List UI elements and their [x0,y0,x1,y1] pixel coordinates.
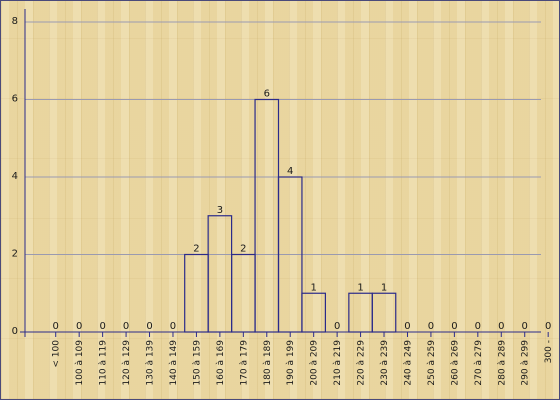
bar-value-label: 0 [428,321,434,332]
bar-value-label: 0 [123,321,129,332]
bar-value-label: 0 [334,321,340,332]
bar-value-label: 6 [264,89,270,100]
bar-value-label: 0 [170,321,176,332]
x-tick-label: 120 à 129 [122,340,132,386]
x-tick-label: 240 à 249 [403,340,413,386]
bar-value-label: 0 [545,321,551,332]
histogram-bar [231,253,256,333]
x-tick-label: 190 à 199 [286,340,296,386]
bar-value-label: 0 [404,321,410,332]
y-tick-label: 2 [12,249,18,260]
bar-value-label: 0 [498,321,504,332]
x-tick-label: 170 à 179 [239,340,249,386]
bar-value-label: 1 [381,282,387,293]
bar-value-label: 0 [99,321,105,332]
y-tick-label: 6 [12,94,18,105]
bar-value-label: 4 [287,166,293,177]
bar-value-label: 0 [475,321,481,332]
x-tick-label: 230 à 239 [380,340,390,386]
histogram-bar [301,292,327,333]
x-tick-label: 280 à 289 [497,340,507,386]
x-tick-label: 100 à 109 [75,340,85,386]
x-tick-label: 290 à 299 [521,340,531,386]
x-tick-label: 250 à 259 [427,340,437,386]
x-tick-label: 300 - [544,340,554,363]
y-tick-label: 4 [12,171,18,182]
x-tick-label: 150 à 159 [192,340,202,386]
histogram-bar [184,253,209,333]
bar-value-label: 0 [522,321,528,332]
bar-value-label: 0 [451,321,457,332]
histogram-bar [348,292,373,333]
bar-value-label: 2 [193,244,199,255]
y-tick-label: 8 [12,16,18,27]
x-tick-label: 220 à 229 [357,340,367,386]
histogram-bar [254,98,280,333]
x-tick-label: < 100 [52,340,62,368]
x-tick-label: 160 à 169 [216,340,226,386]
histogram-bar [371,292,397,333]
x-tick-label: 210 à 219 [333,340,343,386]
x-tick-label: 140 à 149 [169,340,179,386]
bar-value-label: 1 [357,282,363,293]
x-tick-label: 180 à 189 [263,340,273,386]
bar-value-label: 3 [217,205,223,216]
bar-value-label: 1 [310,282,316,293]
bar-value-label: 0 [53,321,59,332]
x-tick-label: 260 à 269 [450,340,460,386]
bar-value-label: 0 [76,321,82,332]
bar-value-label: 2 [240,244,246,255]
x-tick-label: 130 à 139 [146,340,156,386]
x-tick-label: 270 à 279 [474,340,484,386]
x-tick-label: 200 à 209 [310,340,320,386]
bar-value-label: 0 [146,321,152,332]
histogram-bar [207,215,233,333]
x-tick-label: 110 à 119 [99,340,109,386]
y-tick-label: 0 [12,326,18,337]
